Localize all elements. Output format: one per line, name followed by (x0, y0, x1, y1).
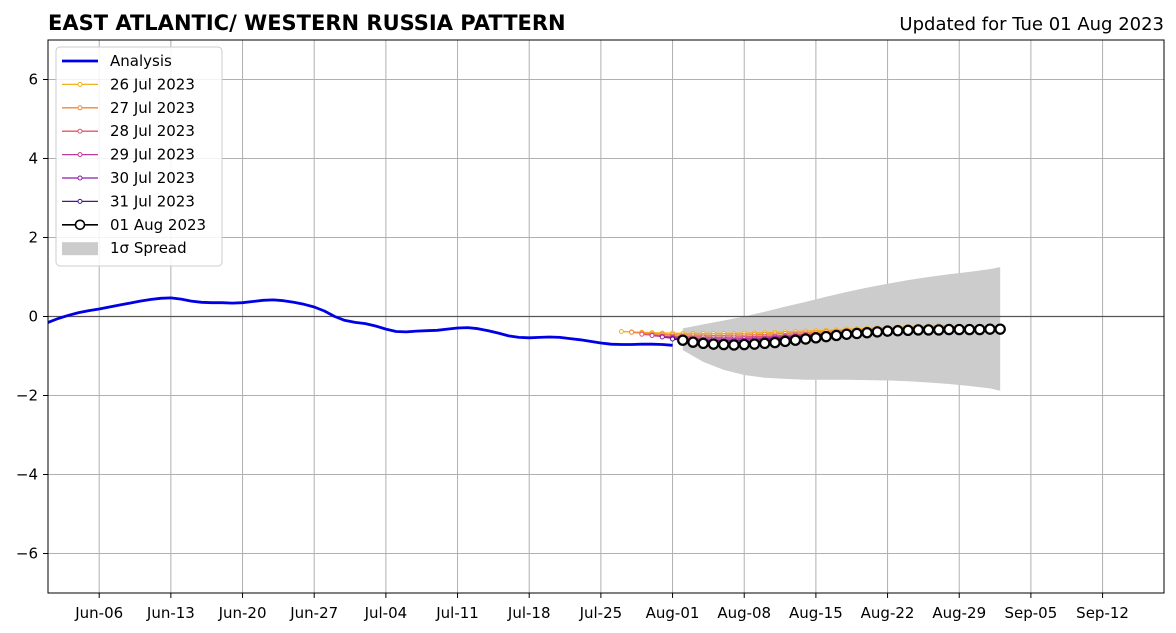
latest-forecast-point (943, 323, 955, 336)
y-tick-label: 6 (28, 71, 38, 89)
latest-forecast-point (789, 334, 802, 346)
y-tick-label: −4 (16, 466, 38, 484)
forecast-point (670, 336, 676, 342)
latest-forecast-point (748, 338, 761, 350)
legend-marker (77, 81, 83, 87)
x-tick-label: Aug-29 (932, 604, 986, 622)
legend-label: 01 Aug 2023 (110, 216, 206, 234)
latest-forecast-point (677, 334, 689, 346)
chart-title: EAST ATLANTIC/ WESTERN RUSSIA PATTERN (48, 11, 566, 35)
legend-label: 31 Jul 2023 (110, 192, 195, 210)
latest-forecast-point (718, 338, 730, 351)
y-tick-label: −6 (16, 545, 38, 563)
x-tick-label: Jun-20 (218, 604, 267, 622)
legend-entry: 26 Jul 2023 (62, 75, 195, 93)
y-axis-ticks: −6 −4 −2 0 2 4 6 (16, 71, 48, 563)
x-tick-label: Aug-08 (717, 604, 771, 622)
legend-marker (77, 152, 83, 158)
latest-forecast-point (687, 336, 699, 348)
x-tick-label: Jun-06 (74, 604, 123, 622)
latest-forecast-point (738, 338, 750, 351)
latest-forecast-point (861, 326, 873, 339)
legend-marker (77, 128, 83, 134)
legend-label: 29 Jul 2023 (110, 146, 195, 164)
legend-swatch (62, 242, 98, 256)
x-axis-ticks: Jun-06 Jun-13 Jun-20 Jun-27 Jul-04 Jul-11 Jul-… (74, 593, 1129, 622)
legend-label: 1σ Spread (110, 239, 187, 257)
latest-forecast-point (820, 330, 832, 343)
latest-forecast-point (892, 325, 904, 337)
y-tick-label: 2 (28, 229, 38, 247)
legend-entry: 27 Jul 2023 (62, 99, 195, 117)
x-tick-label: Jul-18 (507, 604, 551, 622)
legend-entry: 28 Jul 2023 (62, 122, 195, 140)
forecast-point (659, 334, 665, 340)
latest-forecast-point (953, 323, 965, 336)
x-tick-label: Jun-27 (289, 604, 338, 622)
latest-forecast-point (758, 337, 771, 350)
x-tick-label: Jul-11 (435, 604, 479, 622)
legend-marker (74, 219, 86, 231)
legend-label: Analysis (110, 52, 172, 70)
legend-label: 26 Jul 2023 (110, 75, 195, 93)
forecast-point (629, 329, 635, 335)
legend-entry: 29 Jul 2023 (62, 146, 195, 164)
chart-subtitle: Updated for Tue 01 Aug 2023 (899, 14, 1164, 35)
latest-forecast-point (963, 323, 976, 336)
latest-forecast-point (974, 323, 986, 336)
x-tick-label: Sep-05 (1005, 604, 1058, 622)
forecast-point (639, 331, 645, 337)
latest-forecast-point (933, 324, 945, 336)
latest-forecast-point (707, 338, 720, 350)
legend-box (55, 46, 223, 267)
x-tick-label: Sep-12 (1076, 604, 1129, 622)
latest-forecast-point (840, 328, 853, 340)
latest-forecast-point (851, 327, 863, 340)
x-tick-label: Jul-04 (364, 604, 408, 622)
latest-forecast-point (984, 323, 996, 335)
y-tick-label: 0 (28, 308, 38, 326)
latest-forecast-point (902, 324, 914, 337)
forecast-point (618, 329, 624, 335)
latest-forecast-point (799, 333, 812, 345)
latest-forecast-point (922, 324, 935, 336)
latest-forecast-series (677, 323, 1006, 351)
x-tick-label: Jun-13 (146, 604, 195, 622)
forecast-point (649, 332, 655, 338)
legend-marker (77, 198, 83, 204)
legend-entry: 1σ Spread (62, 239, 187, 257)
y-tick-label: −2 (16, 387, 38, 405)
legend-entry: 30 Jul 2023 (62, 169, 195, 187)
latest-forecast-point (697, 337, 709, 350)
legend-marker (77, 175, 83, 181)
legend: Analysis 26 Jul 2023 27 Jul 2023 28 Jul 202… (55, 46, 223, 267)
latest-forecast-point (830, 329, 843, 342)
legend-marker (77, 105, 83, 111)
legend-entry: Analysis (62, 52, 172, 70)
y-tick-label: 4 (28, 150, 38, 168)
latest-forecast-point (881, 325, 894, 337)
latest-forecast-point (769, 336, 781, 349)
legend-label: 30 Jul 2023 (110, 169, 195, 187)
legend-entry: 01 Aug 2023 (62, 216, 206, 234)
legend-entry: 31 Jul 2023 (62, 192, 195, 210)
legend-label: 28 Jul 2023 (110, 122, 195, 140)
x-tick-label: Jul-25 (579, 604, 623, 622)
latest-forecast-point (779, 335, 791, 348)
analysis-line (47, 296, 673, 347)
series (47, 296, 1006, 351)
plot-frame (47, 39, 1165, 594)
latest-forecast-point (810, 332, 822, 344)
x-tick-label: Aug-22 (861, 604, 915, 622)
latest-forecast-point (728, 339, 740, 351)
latest-forecast-point (871, 326, 884, 338)
latest-forecast-point (994, 323, 1006, 335)
legend-label: 27 Jul 2023 (110, 99, 195, 117)
x-tick-label: Aug-15 (789, 604, 843, 622)
latest-forecast-point (912, 324, 924, 336)
x-tick-label: Aug-01 (646, 604, 700, 622)
